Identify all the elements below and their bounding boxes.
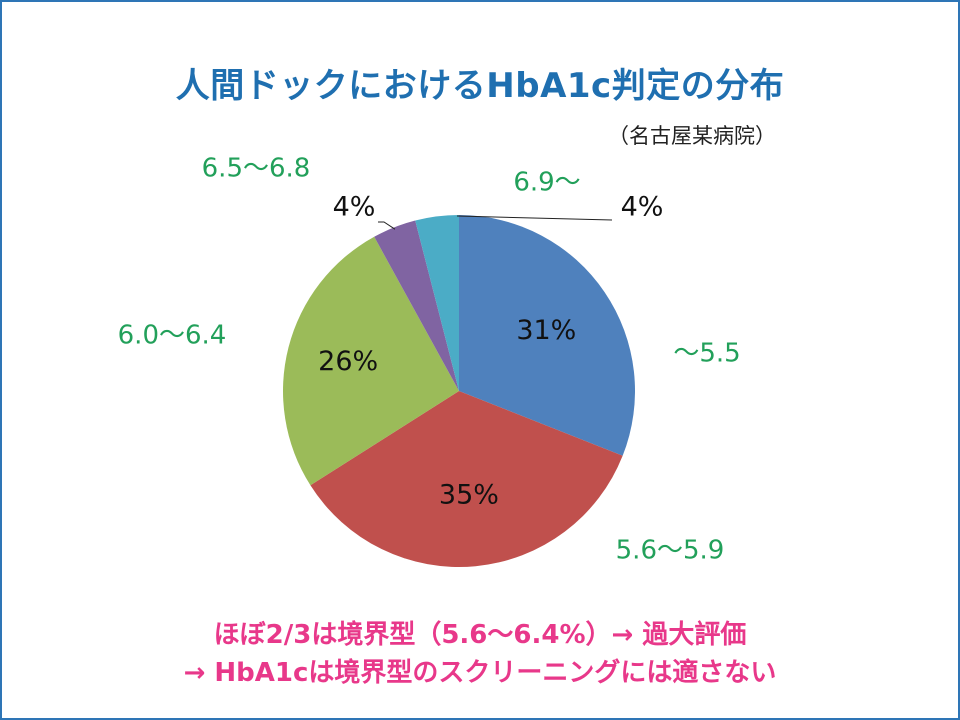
slice-category-label: 6.0～6.4 (118, 321, 227, 351)
slice-value-label: 35% (439, 480, 499, 511)
slice-value-label: 31% (516, 315, 576, 346)
pie-slice (283, 236, 459, 486)
chart-title: 人間ドックにおけるHbA1c判定の分布 (175, 66, 785, 106)
slice-value-label: 4% (333, 192, 376, 223)
slice-value-label: 26% (318, 346, 378, 377)
pie-slice (374, 220, 459, 391)
leader-line (456, 215, 613, 221)
conclusion-line-1: ほぼ2/3は境界型（5.6～6.4%）→ 過大評価 (213, 620, 747, 650)
leader-lines (378, 215, 613, 230)
pie-slice (310, 391, 623, 568)
pie-slice (459, 215, 636, 456)
chart-subtitle: （名古屋某病院） (608, 124, 776, 148)
slice-category-label: 6.5～6.8 (202, 154, 311, 184)
slice-category-label: ～5.5 (673, 339, 740, 369)
leader-line (378, 221, 396, 230)
conclusion-line-2: → HbA1cは境界型のスクリーニングには適さない (183, 658, 777, 688)
category-labels: ～5.5 5.6～5.9 6.0～6.4 6.5～6.8 6.9～ (118, 154, 741, 566)
slice-value-label: 4% (621, 192, 664, 223)
slice-category-label: 6.9～ (513, 168, 580, 198)
slice-category-label: 5.6～5.9 (616, 536, 725, 566)
value-labels: 31% 35% 26% 4% 4% (318, 192, 663, 511)
pie-slice (415, 215, 459, 391)
pie-slices (283, 215, 636, 568)
